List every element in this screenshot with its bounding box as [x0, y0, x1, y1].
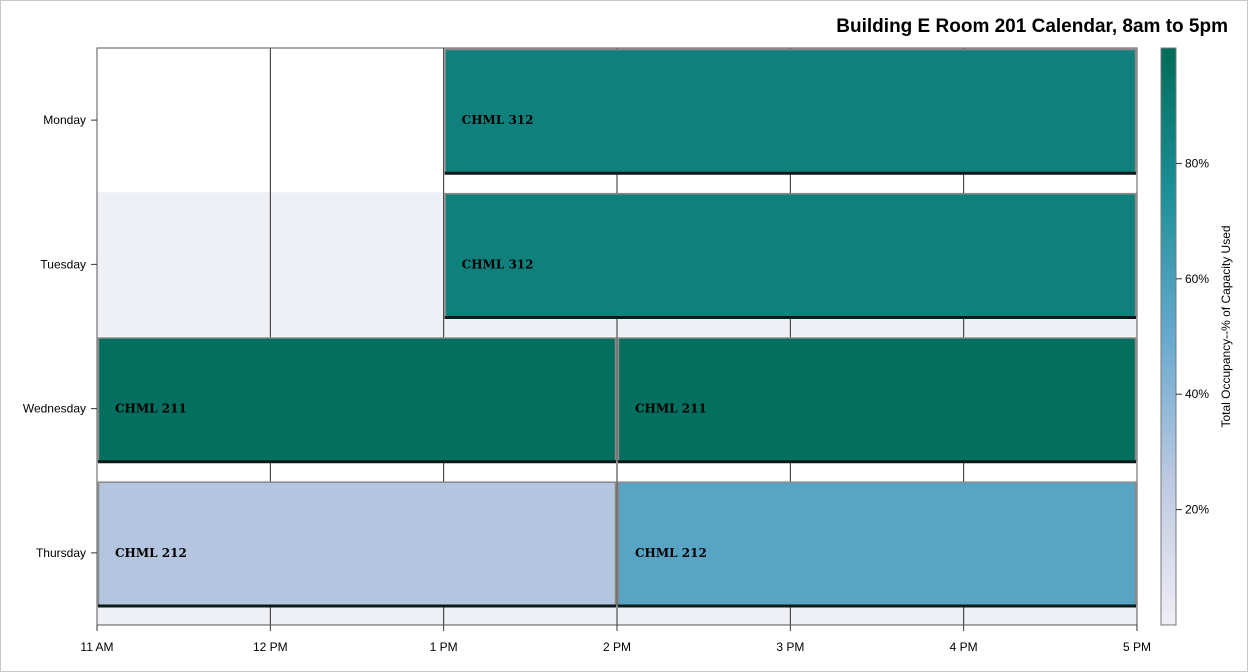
- x-tick-label: 1 PM: [430, 640, 458, 654]
- colorbar-label: Total Occupancy--% of Capacity Used: [1219, 225, 1233, 427]
- y-tick-label: Tuesday: [40, 257, 86, 271]
- x-tick-label: 3 PM: [776, 640, 804, 654]
- x-tick-label: 5 PM: [1123, 640, 1151, 654]
- x-tick-label: 4 PM: [950, 640, 978, 654]
- colorbar: [1160, 47, 1177, 626]
- event-label: CHML 212: [115, 546, 187, 560]
- event-label: CHML 212: [635, 546, 707, 560]
- event-bar[interactable]: [617, 481, 1137, 607]
- x-tick-label: 11 AM: [80, 640, 113, 654]
- x-tick-label: 12 PM: [253, 640, 288, 654]
- event-label: CHML 211: [635, 402, 707, 416]
- y-tick-label: Wednesday: [23, 402, 86, 416]
- event-bar[interactable]: [97, 481, 617, 607]
- colorbar-tick-label: 80%: [1185, 156, 1209, 170]
- event-label: CHML 211: [115, 402, 187, 416]
- colorbar-tick-label: 20%: [1185, 503, 1209, 517]
- x-tick-label: 2 PM: [603, 640, 631, 654]
- y-tick-label: Thursday: [36, 546, 86, 560]
- event-bar[interactable]: [97, 337, 617, 462]
- event-label: CHML 312: [462, 113, 534, 127]
- colorbar-tick-label: 40%: [1185, 387, 1209, 401]
- chart-title: Building E Room 201 Calendar, 8am to 5pm: [836, 16, 1228, 37]
- y-tick-label: Monday: [43, 113, 86, 127]
- event-bar[interactable]: [444, 48, 1137, 174]
- event-bar[interactable]: [617, 337, 1137, 462]
- colorbar-tick-label: 60%: [1185, 272, 1209, 286]
- event-label: CHML 312: [462, 257, 534, 271]
- event-bar[interactable]: [444, 193, 1137, 318]
